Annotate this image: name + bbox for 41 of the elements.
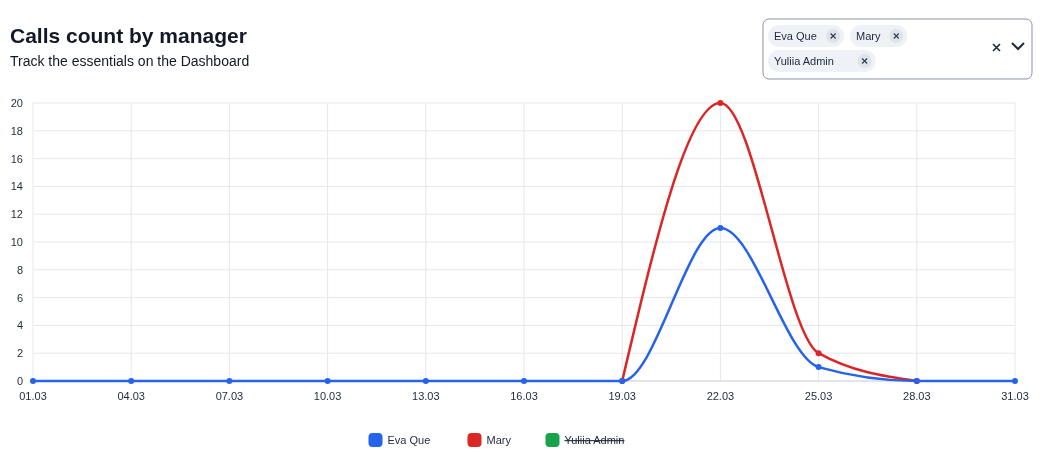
chart-title: Calls count by manager — [10, 24, 247, 47]
y-tick-label: 10 — [10, 236, 23, 248]
point — [717, 225, 724, 232]
text: Mary — [856, 30, 882, 42]
x-tick-label: 04.03 — [117, 390, 145, 402]
point — [815, 364, 822, 371]
y-tick-label: 6 — [16, 291, 23, 304]
point — [226, 378, 233, 384]
y-tick-label: 2 — [16, 347, 23, 360]
legend-label: Yuliia Admin — [564, 434, 625, 446]
y-tick-label: 12 — [10, 208, 23, 221]
x-tick-label: 31.03 — [1001, 390, 1029, 402]
legend-label: Mary — [486, 434, 512, 446]
x-tick-label: 01.03 — [19, 390, 47, 402]
x-tick-label: 10.03 — [313, 390, 342, 402]
point — [521, 378, 527, 384]
point — [1012, 378, 1018, 384]
y-tick-label: 0 — [16, 375, 23, 387]
point — [717, 100, 724, 106]
y-tick-label: 18 — [10, 124, 23, 137]
y-tick-label: 20 — [10, 97, 23, 109]
point — [815, 350, 822, 357]
x-tick-label: 22.03 — [706, 390, 735, 402]
x-tick-label: 13.03 — [412, 390, 440, 402]
point — [128, 378, 135, 384]
legend-label: Eva Que — [387, 434, 431, 446]
y-tick-label: 16 — [10, 152, 23, 165]
x-tick-label: 19.03 — [608, 390, 636, 402]
chart-subtitle: Track the essentials on the Dashboard — [10, 53, 250, 69]
x-tick-label: 16.03 — [510, 390, 538, 402]
x-tick-label: 28.03 — [903, 390, 931, 402]
text: Yuliia Admin — [774, 55, 834, 67]
point — [30, 378, 36, 384]
point — [422, 378, 429, 384]
x-tick-label: 25.03 — [804, 390, 833, 402]
y-tick-label: 14 — [10, 180, 23, 193]
y-tick-label: 4 — [16, 319, 23, 332]
y-tick-label: 8 — [16, 263, 23, 276]
point — [324, 378, 331, 384]
text: Eva Que — [774, 30, 817, 42]
x-tick-label: 07.03 — [215, 390, 244, 402]
